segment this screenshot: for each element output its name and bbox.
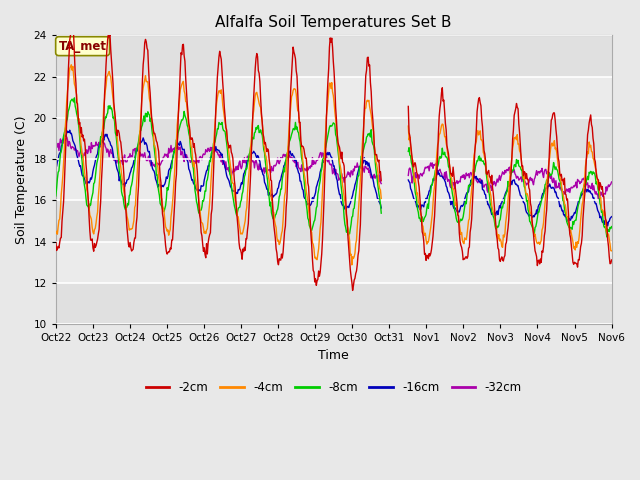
- Legend: -2cm, -4cm, -8cm, -16cm, -32cm: -2cm, -4cm, -8cm, -16cm, -32cm: [141, 377, 527, 399]
- Bar: [56, 36, 612, 77]
- Title: Alfalfa Soil Temperatures Set B: Alfalfa Soil Temperatures Set B: [216, 15, 452, 30]
- Bar: [56, 118, 612, 159]
- Bar: [56, 241, 612, 283]
- Bar: [56, 77, 612, 118]
- Bar: [56, 283, 612, 324]
- Y-axis label: Soil Temperature (C): Soil Temperature (C): [15, 116, 28, 244]
- Text: TA_met: TA_met: [59, 40, 107, 53]
- Bar: [56, 201, 612, 241]
- Bar: [56, 159, 612, 201]
- X-axis label: Time: Time: [318, 349, 349, 362]
